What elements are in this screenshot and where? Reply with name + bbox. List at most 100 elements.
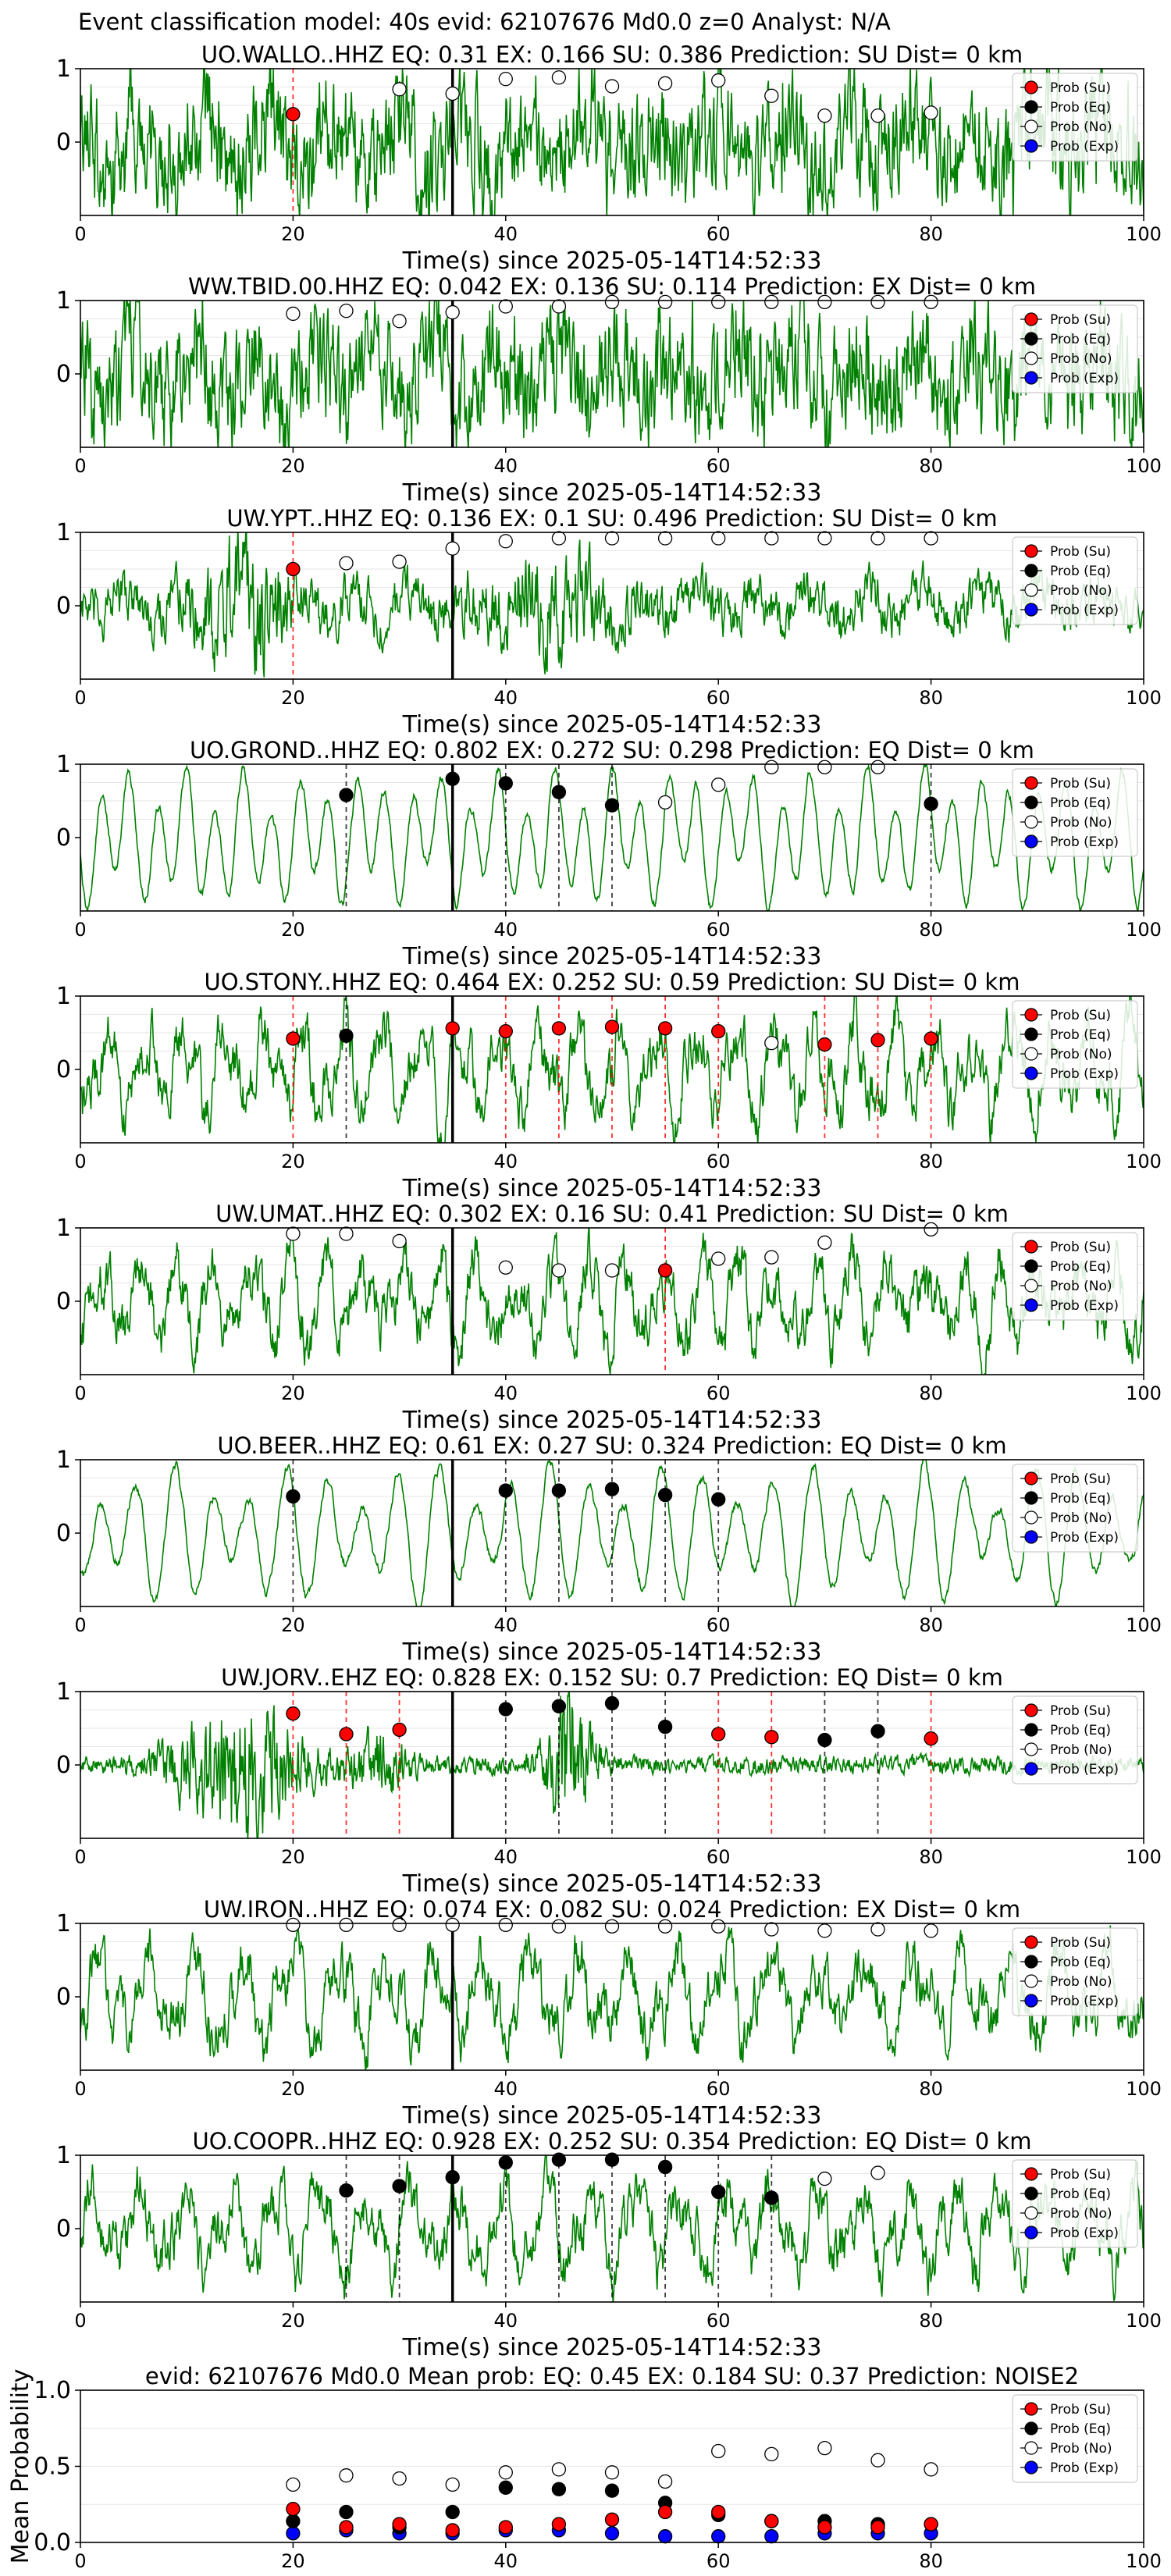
chart-10-ytick-label-2: 1 (56, 2142, 71, 2169)
chart-11-su-point-12 (870, 2520, 885, 2535)
chart-1-no-point-6 (657, 76, 673, 91)
chart-3-panel: 0 20 40 60 80 100 0 1 UW.YPT..HHZ EQ: 0.136 EX: … (56, 505, 1162, 738)
chart-4-legend-marker-3 (1024, 815, 1038, 829)
chart-5-legend-box (1012, 1000, 1138, 1089)
chart-1-no-point-5 (604, 79, 620, 94)
chart-8-legend-label-3: Prob (No) (1050, 1742, 1112, 1758)
chart-9-panel: 0 20 40 60 80 100 0 1 UW.IRON..HHZ EQ: 0.074 EX:… (56, 1896, 1162, 2129)
chart-5-legend-marker-1 (1024, 1008, 1038, 1022)
chart-4-ytick-label-2: 1 (56, 751, 71, 778)
chart-2-legend-box (1012, 304, 1138, 393)
chart-9-no-point-2 (339, 1917, 354, 1933)
chart-6-xtick-label-end: 100 (1126, 1382, 1162, 1404)
chart-10-xtick-label-2: 20 (281, 2310, 305, 2332)
chart-11-su-point-10 (764, 2514, 779, 2528)
chart-11-su-point-7 (604, 2512, 620, 2527)
chart-11-exp-point-10 (764, 2529, 779, 2544)
chart-1-legend-marker-2 (1024, 100, 1038, 114)
chart-4-legend-label-4: Prob (Exp) (1050, 834, 1119, 850)
chart-3-ytick-label-2: 1 (56, 519, 71, 546)
chart-1-panel: 0 20 40 60 80 100 0 1 UO.WALLO..HHZ EQ: 0.31 EX:… (56, 41, 1162, 275)
chart-5-su-point-6 (657, 1021, 673, 1036)
chart-10-ytick-label-1: 0 (56, 2215, 71, 2243)
chart-9-no-point-1 (286, 1917, 301, 1933)
chart-6-su-point-1 (657, 1263, 673, 1278)
chart-7-eq-point-4 (604, 1482, 620, 1496)
chart-5-su-point-4 (551, 1021, 567, 1036)
chart-6-legend-label-1: Prob (Su) (1050, 1240, 1111, 1255)
chart-1-waveform (80, 69, 1144, 215)
chart-3-no-point-4 (498, 534, 513, 549)
chart-6-legend-marker-4 (1024, 1298, 1038, 1312)
chart-4-legend-label-1: Prob (Su) (1050, 776, 1111, 792)
chart-7-eq-point-5 (657, 1487, 673, 1503)
chart-4-ytick-label-1: 0 (56, 824, 71, 852)
chart-11-xtick-label-3: 40 (494, 2550, 518, 2572)
chart-11-no-point-4 (445, 2477, 460, 2492)
chart-3-legend-marker-2 (1024, 564, 1038, 578)
chart-4-eq-point-5 (604, 798, 620, 813)
chart-11-ytick-label-2: 0.5 (34, 2453, 71, 2481)
chart-1-xtick-label-3: 40 (494, 223, 518, 245)
chart-1-su-point-1 (286, 107, 301, 122)
chart-7-eq-point-1 (286, 1489, 301, 1504)
figure-suptitle: Event classification model: 40s evid: 62… (78, 9, 891, 35)
chart-6-no-point-5 (551, 1263, 567, 1278)
chart-2-no-point-4 (445, 304, 460, 320)
chart-5-legend-marker-3 (1024, 1047, 1038, 1061)
chart-11-legend-label-1: Prob (Su) (1050, 2402, 1111, 2418)
chart-10-xlabel: Time(s) since 2025-05-14T14:52:33 (402, 2334, 822, 2361)
chart-5-xtick-label-5: 80 (919, 1151, 943, 1172)
chart-7-xtick-label-1: 0 (74, 1614, 86, 1636)
chart-8-su-point-1 (286, 1706, 301, 1721)
chart-9-no-point-13 (924, 1923, 938, 1938)
chart-11-legend-marker-1 (1024, 2402, 1038, 2416)
chart-4-legend-label-3: Prob (No) (1050, 815, 1112, 831)
chart-9-xtick-label-4: 60 (707, 2078, 731, 2100)
chart-10-legend: Prob (Su) Prob (Eq) Prob (No) Prob (Exp) (1012, 2159, 1138, 2248)
chart-2-no-point-7 (604, 294, 620, 310)
chart-11-su-point-2 (339, 2520, 354, 2535)
chart-2-legend-marker-3 (1024, 351, 1038, 365)
chart-3-xtick-label-2: 20 (281, 687, 305, 709)
chart-10-no-point-2 (870, 2165, 885, 2180)
chart-7-legend-label-2: Prob (Eq) (1050, 1491, 1111, 1507)
chart-4-xtick-label-5: 80 (919, 919, 943, 941)
chart-3-legend-label-2: Prob (Eq) (1050, 564, 1111, 579)
chart-6-panel: 0 20 40 60 80 100 0 1 UW.UMAT..HHZ EQ: 0.302 EX:… (56, 1201, 1162, 1434)
chart-5-panel: 0 20 40 60 80 100 0 1 UO.STONY..HHZ EQ: 0.464 EX… (56, 969, 1162, 1202)
chart-8-legend: Prob (Su) Prob (Eq) Prob (No) Prob (Exp) (1012, 1695, 1138, 1784)
chart-7-legend-marker-2 (1024, 1491, 1038, 1505)
chart-9-xtick-label-end: 100 (1126, 2078, 1162, 2100)
chart-7-ytick-label-2: 1 (56, 1446, 71, 1474)
chart-8-legend-label-2: Prob (Eq) (1050, 1723, 1111, 1738)
chart-11-no-point-13 (924, 2462, 938, 2477)
chart-5-su-point-2 (445, 1021, 460, 1036)
chart-4-eq-point-1 (339, 788, 354, 802)
chart-3-no-point-5 (551, 531, 567, 546)
chart-9-xtick-label-1: 0 (74, 2078, 86, 2100)
chart-3-xtick-label-5: 80 (919, 687, 943, 709)
chart-3-su-point-1 (286, 561, 301, 577)
chart-9-waveform (80, 1925, 1144, 2070)
chart-8-xtick-label-4: 60 (707, 1846, 731, 1868)
chart-10-eq-point-8 (711, 2184, 726, 2200)
chart-1-legend-marker-3 (1024, 119, 1038, 133)
chart-5-su-point-5 (604, 1019, 620, 1034)
chart-9-no-point-10 (764, 1922, 779, 1937)
chart-11-xtick-label-2: 20 (281, 2550, 305, 2572)
chart-1-xtick-label-5: 80 (919, 223, 943, 245)
chart-3-no-point-9 (764, 531, 779, 546)
chart-11-su-point-1 (286, 2501, 301, 2517)
chart-5-legend-label-2: Prob (Eq) (1050, 1027, 1111, 1043)
chart-8-eq-point-1 (498, 1702, 513, 1717)
chart-9-legend-label-3: Prob (No) (1050, 1974, 1112, 1990)
chart-2-legend-marker-4 (1024, 371, 1038, 385)
chart-2-legend-label-1: Prob (Su) (1050, 312, 1111, 328)
chart-6-axes-frame (80, 1227, 1144, 1375)
chart-3-xtick-label-end: 100 (1126, 687, 1162, 709)
chart-6-legend-marker-2 (1024, 1259, 1038, 1273)
chart-2-ytick-label-1: 0 (56, 361, 71, 388)
chart-4-eq-point-4 (551, 785, 567, 799)
chart-3-no-point-6 (604, 531, 620, 546)
